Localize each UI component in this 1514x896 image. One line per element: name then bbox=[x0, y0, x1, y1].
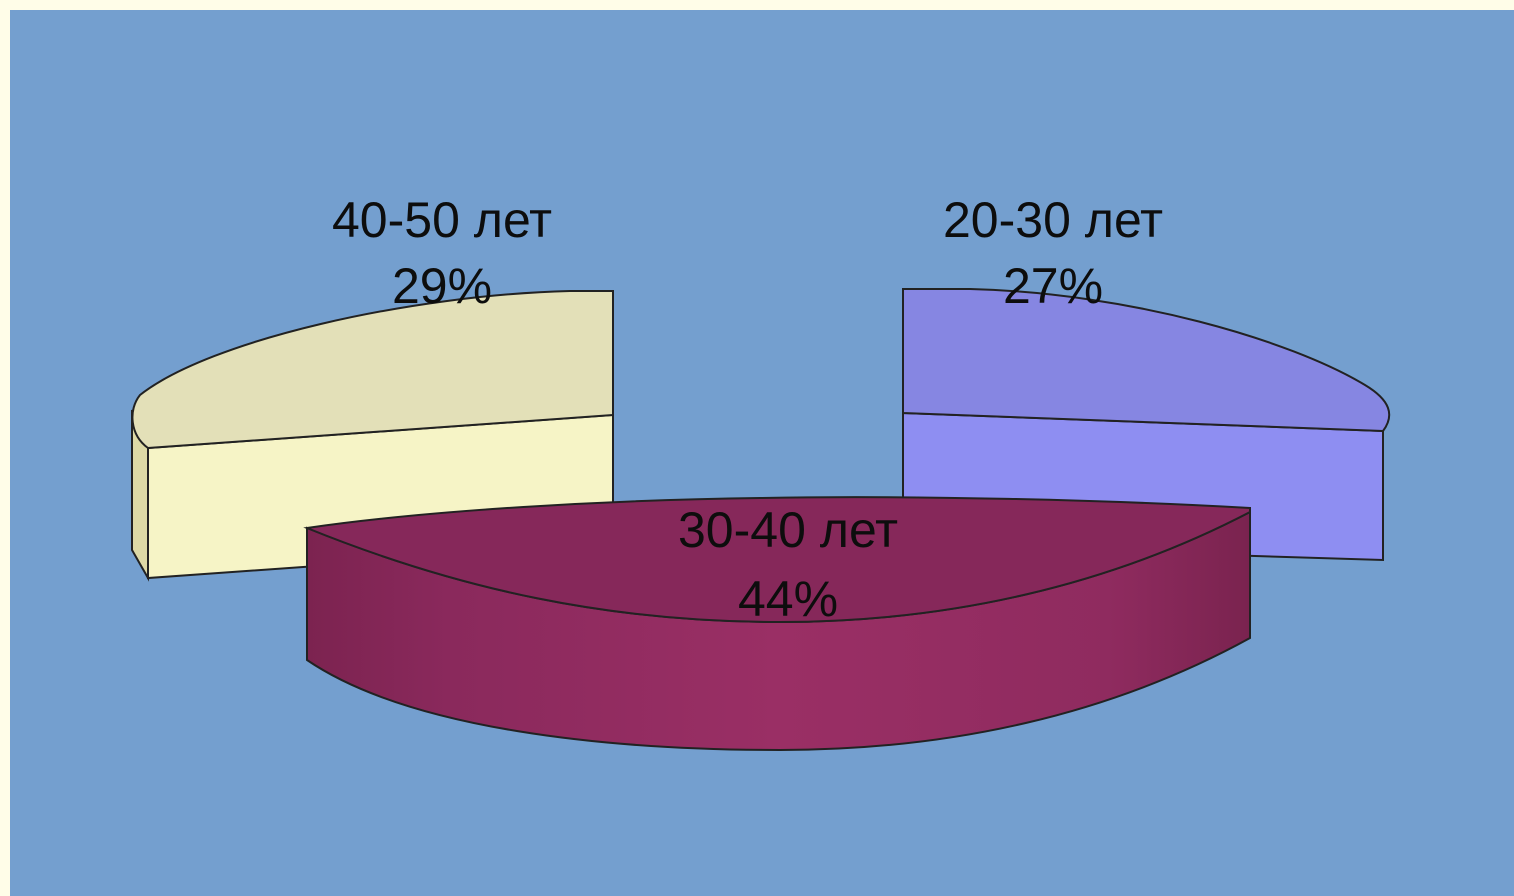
slice-label-percent: 29% bbox=[392, 258, 492, 314]
slice-20-30-top bbox=[903, 289, 1389, 431]
chart-plot-area: 40-50 лет 29% 20-30 лет 27% 30-40 лет 44… bbox=[10, 10, 1514, 896]
slice-label-name: 40-50 лет bbox=[332, 192, 552, 248]
slice-label-name: 20-30 лет bbox=[943, 192, 1163, 248]
slice-label-name: 30-40 лет bbox=[678, 502, 898, 558]
pie-chart: 40-50 лет 29% 20-30 лет 27% 30-40 лет 44… bbox=[10, 10, 1514, 896]
slice-label-percent: 44% bbox=[738, 571, 838, 627]
slice-label-percent: 27% bbox=[1003, 258, 1103, 314]
